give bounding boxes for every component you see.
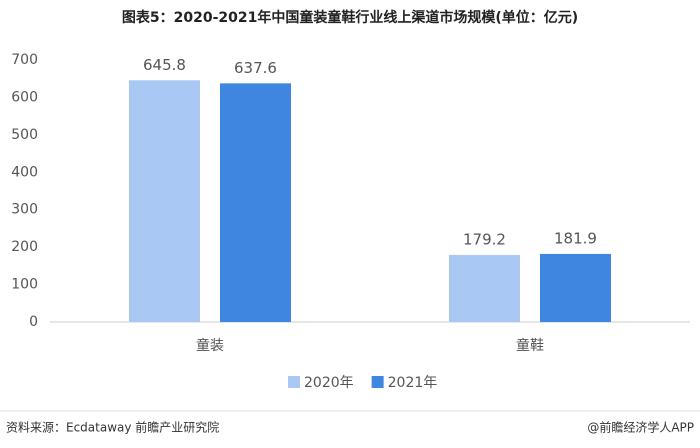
legend-label: 2021年 bbox=[388, 375, 438, 391]
y-tick-label: 400 bbox=[11, 164, 38, 180]
value-label: 181.9 bbox=[554, 229, 597, 247]
bar bbox=[449, 254, 520, 322]
legend-swatch bbox=[288, 376, 300, 388]
legend-swatch bbox=[371, 376, 384, 388]
y-tick-label: 700 bbox=[11, 52, 38, 68]
y-tick-label: 300 bbox=[11, 202, 38, 218]
bar bbox=[540, 253, 611, 322]
bar bbox=[129, 80, 200, 322]
chart-title: 图表5：2020-2021年中国童装童鞋行业线上渠道市场规模(单位：亿元) bbox=[122, 9, 578, 26]
legend-label: 2020年 bbox=[304, 375, 354, 391]
value-label: 179.2 bbox=[463, 230, 506, 248]
y-tick-label: 100 bbox=[11, 277, 38, 293]
x-tick-label: 童鞋 bbox=[516, 337, 544, 354]
y-tick-label: 200 bbox=[11, 239, 38, 255]
bar bbox=[220, 83, 291, 322]
source: 资料来源：Ecdataway 前瞻产业研究院 bbox=[6, 420, 219, 435]
x-tick-label: 童装 bbox=[196, 337, 224, 354]
value-label: 645.8 bbox=[143, 56, 186, 74]
credit: @前瞻经济学人APP bbox=[587, 420, 694, 435]
y-tick-label: 500 bbox=[11, 127, 38, 143]
y-tick-label: 0 bbox=[29, 314, 38, 330]
value-label: 637.6 bbox=[234, 59, 277, 77]
y-tick-label: 600 bbox=[11, 89, 38, 105]
